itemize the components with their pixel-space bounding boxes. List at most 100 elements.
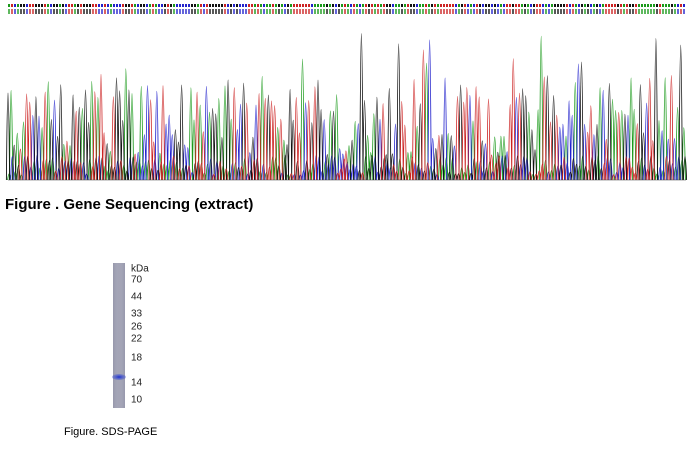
base-tick [281, 4, 283, 7]
base-tick [296, 4, 298, 7]
base-tick [146, 4, 148, 7]
base-letter [38, 9, 40, 14]
base-letter [515, 9, 517, 14]
base-tick [569, 4, 571, 7]
base-letter [170, 9, 172, 14]
base-tick [479, 4, 481, 7]
trace [18, 49, 674, 181]
base-tick [467, 4, 469, 7]
base-letter [125, 9, 127, 14]
base-tick [608, 4, 610, 7]
base-tick [320, 4, 322, 7]
base-letter [587, 9, 589, 14]
base-tick [98, 4, 100, 7]
base-letter [581, 9, 583, 14]
base-tick [311, 4, 313, 7]
base-tick [134, 4, 136, 7]
base-tick [398, 4, 400, 7]
base-letter [680, 9, 682, 14]
base-letter [209, 9, 211, 14]
base-letter [56, 9, 58, 14]
base-letter [245, 9, 247, 14]
base-tick [173, 4, 175, 7]
base-tick [566, 4, 568, 7]
base-tick [668, 4, 670, 7]
base-tick [185, 4, 187, 7]
base-tick [116, 4, 118, 7]
base-tick [236, 4, 238, 7]
base-tick [212, 4, 214, 7]
base-tick [623, 4, 625, 7]
base-letter [296, 9, 298, 14]
base-tick [437, 4, 439, 7]
base-letter [638, 9, 640, 14]
base-tick [503, 4, 505, 7]
base-letter [47, 9, 49, 14]
base-letter [503, 9, 505, 14]
base-letter [29, 9, 31, 14]
base-tick [353, 4, 355, 7]
base-tick [485, 4, 487, 7]
base-tick [284, 4, 286, 7]
base-tick [380, 4, 382, 7]
base-letter [203, 9, 205, 14]
base-tick [110, 4, 112, 7]
base-letter [242, 9, 244, 14]
base-letter [566, 9, 568, 14]
base-letter [278, 9, 280, 14]
base-tick [545, 4, 547, 7]
base-letter [629, 9, 631, 14]
base-letter [350, 9, 352, 14]
base-letter [20, 9, 22, 14]
base-tick [428, 4, 430, 7]
base-tick [386, 4, 388, 7]
base-tick [425, 4, 427, 7]
base-tick [23, 4, 25, 7]
base-tick [563, 4, 565, 7]
base-letter [131, 9, 133, 14]
base-tick [65, 4, 67, 7]
base-letter [509, 9, 511, 14]
base-letter [362, 9, 364, 14]
base-tick [299, 4, 301, 7]
base-letter [377, 9, 379, 14]
base-letter [41, 9, 43, 14]
base-tick [125, 4, 127, 7]
base-letter [662, 9, 664, 14]
base-letter [62, 9, 64, 14]
base-letter [413, 9, 415, 14]
base-tick [410, 4, 412, 7]
base-tick [200, 4, 202, 7]
base-letter [86, 9, 88, 14]
base-tick [140, 4, 142, 7]
base-letter [215, 9, 217, 14]
base-tick [41, 4, 43, 7]
base-letter [452, 9, 454, 14]
base-tick [26, 4, 28, 7]
base-tick [572, 4, 574, 7]
base-tick [83, 4, 85, 7]
base-tick [305, 4, 307, 7]
base-letter [110, 9, 112, 14]
base-letter [287, 9, 289, 14]
base-letter [320, 9, 322, 14]
base-letter [113, 9, 115, 14]
base-letter [284, 9, 286, 14]
base-tick [647, 4, 649, 7]
base-tick [362, 4, 364, 7]
base-letter [578, 9, 580, 14]
base-tick [539, 4, 541, 7]
base-letter [101, 9, 103, 14]
base-tick [683, 4, 685, 7]
base-tick [332, 4, 334, 7]
base-letter [473, 9, 475, 14]
marker-label: 70 [131, 275, 143, 286]
base-letter [482, 9, 484, 14]
base-letter [53, 9, 55, 14]
base-tick [626, 4, 628, 7]
base-letter [293, 9, 295, 14]
base-tick [611, 4, 613, 7]
base-letter [116, 9, 118, 14]
base-letter [593, 9, 595, 14]
base-tick [272, 4, 274, 7]
